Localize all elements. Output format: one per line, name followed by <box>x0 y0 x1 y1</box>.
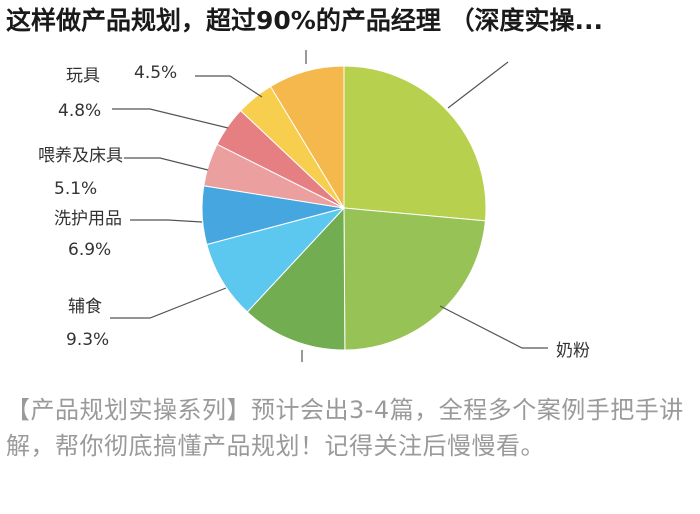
pie-slice-1 <box>343 207 486 351</box>
leader-line-upper-right <box>447 61 509 109</box>
slice-value-4-5: 4.5% <box>134 63 177 83</box>
slice-value-food: 9.3% <box>66 330 109 350</box>
pie-chart: 4.5% 玩具 4.8% 喂养及床具 5.1% 洗护用品 6.9% 辅食 9.3… <box>38 50 590 362</box>
leader-line-feeding <box>124 157 209 171</box>
slice-label-feeding: 喂养及床具 <box>38 146 123 166</box>
article-title[interactable]: 这样做产品规划，超过90%的产品经理 （深度实操... <box>6 6 604 35</box>
slice-label-milk: 奶粉 <box>556 341 590 361</box>
pie-slices <box>201 65 487 351</box>
pie-labels: 4.5% 玩具 4.8% 喂养及床具 5.1% 洗护用品 6.9% 辅食 9.3… <box>38 50 590 362</box>
slice-value-feeding: 5.1% <box>54 179 97 199</box>
slice-value-toys: 4.8% <box>58 101 101 121</box>
slice-label-food: 辅食 <box>68 297 102 317</box>
leader-line-4-5 <box>195 75 263 98</box>
article-caption[interactable]: 【产品规划实操系列】预计会出3-4篇，全程多个案例手把手讲解，帮你彻底搞懂产品规… <box>6 396 684 460</box>
pie-slice-0 <box>343 65 487 222</box>
slice-value-care: 6.9% <box>68 240 111 260</box>
leader-line-food <box>110 287 227 319</box>
pie-slice-8 <box>269 65 345 210</box>
slice-label-toys: 玩具 <box>66 66 100 86</box>
leader-line-milk <box>439 305 548 349</box>
pie-slice-2 <box>246 206 346 351</box>
slice-label-care: 洗护用品 <box>54 209 122 229</box>
pie-slice-3 <box>206 207 346 313</box>
leader-line-care <box>130 219 203 223</box>
leader-line-toys <box>112 108 229 129</box>
